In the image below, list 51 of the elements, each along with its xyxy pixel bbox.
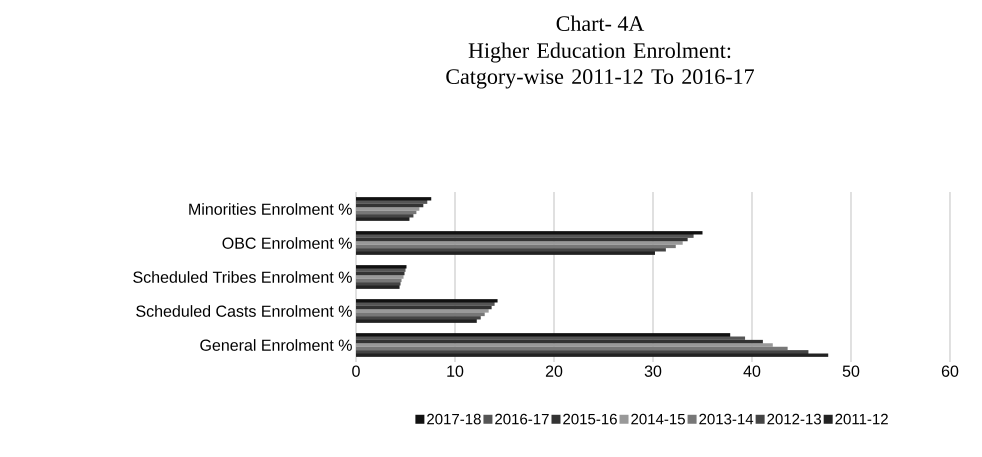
chart-subtitle: Higher Education Enrolment: Catgory-wise 2011-12 To 2016-17 bbox=[446, 42, 754, 89]
chart-title: Chart- 4A bbox=[556, 16, 644, 32]
bar bbox=[356, 350, 808, 354]
y-tick-label: General Enrolment % bbox=[200, 339, 352, 351]
bar bbox=[356, 244, 676, 248]
bar bbox=[356, 282, 401, 286]
bar bbox=[356, 251, 655, 255]
x-tick-label: 60 bbox=[942, 366, 958, 377]
bar bbox=[356, 231, 702, 234]
bar bbox=[356, 210, 416, 214]
bar bbox=[356, 200, 428, 204]
bar bbox=[356, 316, 481, 320]
legend-label: 2013-14 bbox=[699, 414, 754, 424]
bar bbox=[356, 272, 405, 276]
bar bbox=[356, 340, 763, 344]
x-tick-label: 50 bbox=[842, 366, 860, 377]
bar bbox=[356, 285, 400, 289]
legend-label: 2015-16 bbox=[563, 414, 617, 424]
y-tick-label: Scheduled Casts Enrolment % bbox=[136, 305, 352, 317]
x-tick-label: 40 bbox=[743, 366, 760, 377]
legend-label: 2014-15 bbox=[631, 414, 685, 424]
x-tick-label: 30 bbox=[644, 366, 662, 377]
y-tick-label: Minorities Enrolment % bbox=[189, 203, 352, 215]
bar bbox=[356, 319, 477, 323]
bar bbox=[356, 306, 492, 310]
legend-label: 2017-18 bbox=[427, 414, 481, 424]
legend-label: 2016-17 bbox=[495, 414, 549, 424]
legend-label: 2011-12 bbox=[835, 414, 888, 424]
x-tick-label: 0 bbox=[352, 366, 360, 377]
bar bbox=[356, 299, 498, 302]
y-tick-label: Scheduled Tribes Enrolment % bbox=[133, 271, 352, 283]
bar bbox=[356, 248, 666, 252]
bar bbox=[356, 268, 406, 272]
bar bbox=[356, 312, 485, 316]
bar bbox=[356, 265, 406, 268]
bar bbox=[356, 302, 495, 306]
bar bbox=[356, 234, 694, 238]
bar bbox=[356, 336, 746, 340]
bar bbox=[356, 353, 828, 357]
bar bbox=[356, 197, 432, 200]
bar bbox=[356, 204, 424, 208]
y-tick-label: OBC Enrolment % bbox=[222, 237, 352, 249]
x-tick-label: 10 bbox=[447, 366, 464, 377]
bar bbox=[356, 238, 688, 242]
bar bbox=[356, 214, 414, 218]
bar bbox=[356, 333, 730, 336]
legend-label: 2012-13 bbox=[767, 414, 821, 424]
x-tick-label: 20 bbox=[546, 366, 562, 377]
bar bbox=[356, 346, 788, 350]
bar bbox=[356, 217, 410, 221]
bar bbox=[356, 278, 402, 282]
